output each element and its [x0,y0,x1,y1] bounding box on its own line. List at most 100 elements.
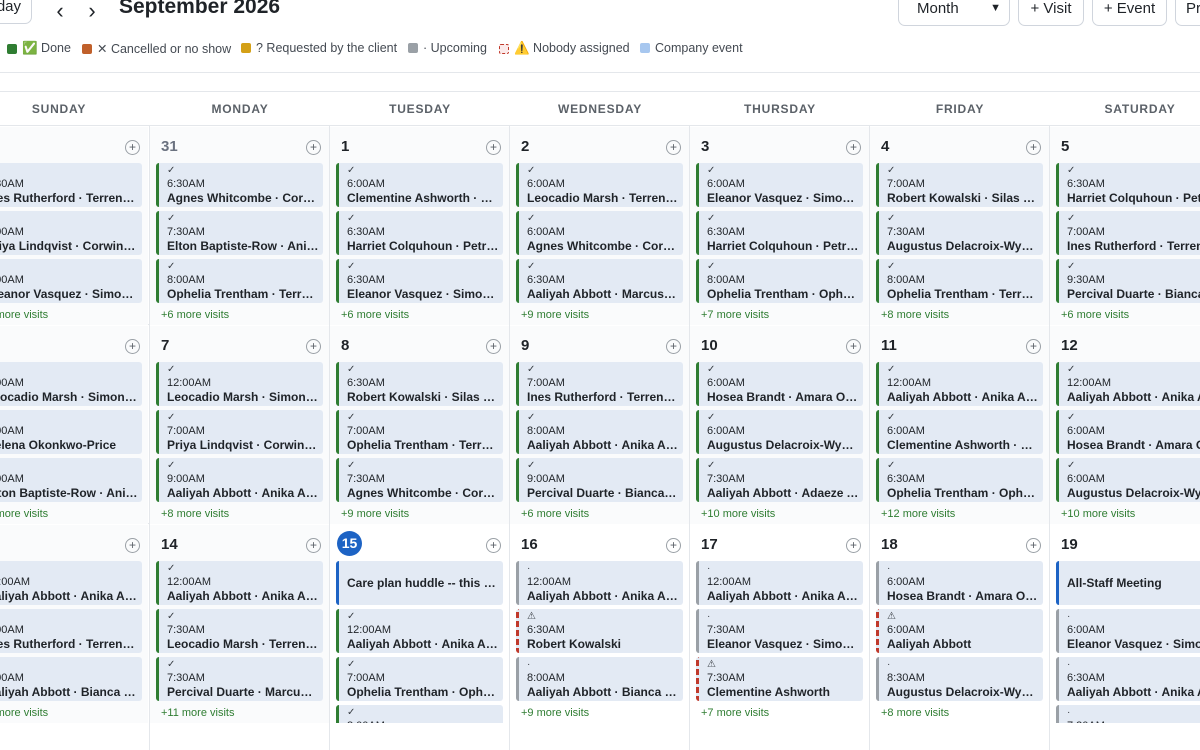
view-select[interactable]: Month ▼ [898,0,1010,26]
more-visits-link[interactable]: +6 more visits [0,309,49,321]
more-visits-link[interactable]: +9 more visits [521,309,590,321]
visit-card[interactable]: ⚠ 6:30AM Robert Kowalski [516,609,683,653]
more-visits-link[interactable]: +7 more visits [701,707,770,719]
next-month-icon[interactable]: › [88,0,96,23]
print-button[interactable]: Pr [1175,0,1200,26]
more-visits-link[interactable]: +11 more visits [161,707,235,719]
add-icon[interactable]: + [846,140,861,155]
more-visits-link[interactable]: +8 more visits [881,707,950,719]
visit-card[interactable]: ✓8:00AMElton Baptiste-Row · Anika Abbott [0,458,142,502]
more-visits-link[interactable]: +9 more visits [341,508,410,520]
add-icon[interactable]: + [666,140,681,155]
add-icon[interactable]: + [125,140,140,155]
day-cell[interactable]: + ✓6:30AMInes Rutherford · Terrence Okafo… [0,127,148,325]
add-icon[interactable]: + [306,339,321,354]
add-icon[interactable]: + [125,538,140,553]
visit-card[interactable]: ✓ 9:00AM Aaliyah Abbott · Anika Abbott [156,458,323,502]
day-cell[interactable]: 16 + · 12:00AM Aaliyah Abbott · Anika Abbott… [510,525,689,723]
day-cell[interactable]: 10 + ✓ 6:00AM Hosea Brandt · Amara Odili ✓ 6:0… [690,326,869,524]
add-icon[interactable]: + [306,538,321,553]
add-visit-button[interactable]: + Visit [1018,0,1084,26]
day-cell[interactable]: 18 + · 6:00AM Hosea Brandt · Amara Odili ⚠ 6:0… [870,525,1049,723]
add-icon[interactable]: + [666,339,681,354]
prev-month-icon[interactable]: ‹ [56,0,64,23]
add-icon[interactable]: + [846,339,861,354]
day-cell[interactable]: 15 + Care plan huddle -- this week ✓ 12:00AM… [330,525,509,723]
visit-card[interactable]: · 12:00AM Aaliyah Abbott · Anika Abbott [516,561,683,605]
add-icon[interactable]: + [666,538,681,553]
company-event-card[interactable]: Care plan huddle -- this week [336,561,503,605]
more-visits-link[interactable]: +7 more visits [0,508,49,520]
more-visits-link[interactable]: +8 more visits [881,309,950,321]
more-visits-link[interactable]: +10 more visits [701,508,776,520]
add-icon[interactable]: + [486,538,501,553]
more-visits-link[interactable]: +6 more visits [521,508,590,520]
add-icon[interactable]: + [1026,538,1041,553]
visit-card[interactable]: ✓6:30AMInes Rutherford · Terrence Okafor [0,163,142,207]
more-visits-link[interactable]: +9 more visits [0,707,49,719]
day-cell[interactable]: 14 + ✓ 12:00AM Aaliyah Abbott · Anika Abbott… [150,525,329,723]
more-visits-link[interactable]: +12 more visits [881,508,956,520]
visit-card[interactable]: ⚠ 7:30AM Clementine Ashworth [696,657,863,701]
visit-card[interactable]: ✓7:00AMHelena Okonkwo-Price [0,410,142,454]
add-event-button[interactable]: + Event [1092,0,1167,26]
company-event-card[interactable]: All-Staff Meeting [1056,561,1200,605]
add-icon[interactable]: + [486,339,501,354]
more-visits-link[interactable]: +7 more visits [701,309,770,321]
more-visits-link[interactable]: +6 more visits [161,309,230,321]
day-cell[interactable]: 11 + ✓ 12:00AM Aaliyah Abbott · Anika Abbott… [870,326,1049,524]
visit-card[interactable]: · 12:00AM Aaliyah Abbott · Anika Abbott [696,561,863,605]
day-cell[interactable]: 17 + · 12:00AM Aaliyah Abbott · Anika Abbott… [690,525,869,723]
add-icon[interactable]: + [486,140,501,155]
add-icon[interactable]: + [1026,339,1041,354]
visit-card[interactable]: · 6:00AM Hosea Brandt · Amara Odili [876,561,1043,605]
